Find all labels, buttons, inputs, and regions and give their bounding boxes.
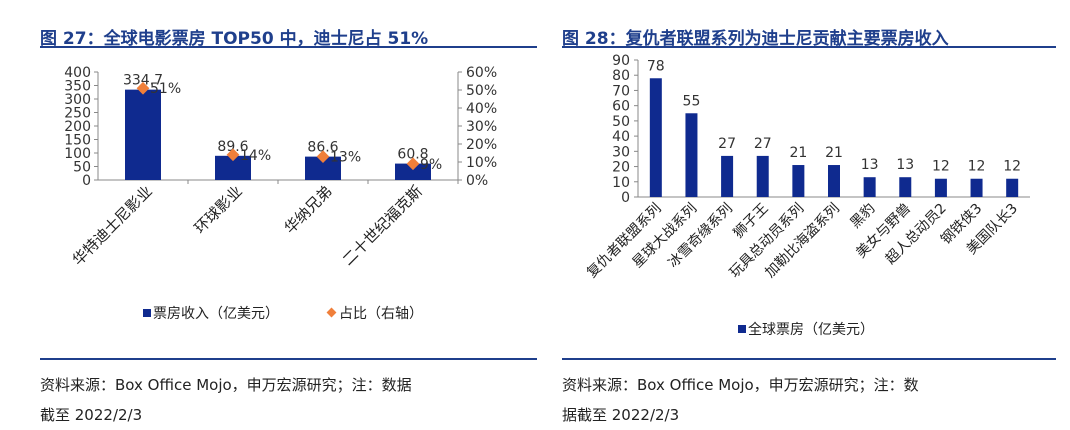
title-rule [40,46,537,48]
y-tick-label: 50 [612,114,630,130]
category-label: 黑豹 [847,201,878,232]
y-tick-label: 20 [612,160,630,176]
bar-value-label: 60.8 [397,147,428,163]
y2-tick-label: 10% [466,155,497,171]
bar [934,178,947,197]
share-label: 13% [330,150,361,166]
legend-point-label: 占比（右轴） [339,306,423,322]
source-line: 截至 2022/2/3 [40,406,143,424]
category-label: 环球影业 [191,182,246,237]
figure-27-panel: 图 27：全球电影票房 TOP50 中，迪士尼占 51% 0 50 100 150 20… [40,0,537,429]
bar-value-label: 27 [754,136,772,152]
bar [899,177,912,197]
bar [685,113,698,197]
bar [970,178,983,197]
figure-28-title: 图 28：复仇者联盟系列为迪士尼贡献主要票房收入 [562,29,949,49]
y-tick-label: 60 [612,99,630,115]
bar-value-label: 13 [861,157,879,173]
y-tick-label: 0 [621,190,630,206]
y2-tick-label: 0% [466,173,488,189]
y-tick-label: 80 [612,68,630,84]
title-rule [562,46,1056,48]
bar [649,78,662,197]
y-tick-label: 300 [64,92,91,108]
source-line: 资料来源：Box Office Mojo，申万宏源研究；注：数据 [40,376,412,394]
y-tick-label: 100 [64,146,91,162]
y2-tick-label: 50% [466,83,497,99]
bar [828,165,840,197]
bar-value-label: 13 [896,157,914,173]
y-tick-label: 200 [64,119,91,135]
bar [125,89,161,180]
y-tick-label: 150 [64,133,91,149]
legend-point-swatch [326,307,337,318]
legend-bar-label: 票房收入（亿美元） [153,306,279,322]
bar-value-label: 78 [647,58,665,74]
y2-tick-label: 30% [466,119,497,135]
category-label: 二十世纪福克斯 [339,182,426,269]
y-tick-label: 250 [64,106,91,122]
figure-28-source: 资料来源：Box Office Mojo，申万宏源研究；注：数 据截至 2022… [562,370,919,430]
bar-value-label: 86.6 [307,140,338,156]
y2-tick-label: 20% [466,137,497,153]
y2-tick-label: 40% [466,101,497,117]
source-rule [562,358,1056,360]
y-tick-label: 0 [82,173,91,189]
bar-value-label: 12 [932,159,950,175]
legend-bar-swatch [738,325,746,333]
bar-value-label: 334.7 [123,73,163,89]
bar [756,155,769,197]
y-tick-label: 30 [612,144,630,160]
share-label: 9% [420,157,442,173]
y-tick-label: 90 [612,53,630,69]
bar [721,155,734,197]
share-label: 51% [150,81,181,97]
bar [1006,178,1019,197]
bar-value-label: 21 [825,145,843,161]
source-rule [40,358,537,360]
bar [395,163,431,180]
figure-27-source: 资料来源：Box Office Mojo，申万宏源研究；注：数据 截至 2022… [40,370,412,430]
y-tick-label: 10 [612,175,630,191]
bar-value-label: 27 [718,136,736,152]
y-tick-label: 70 [612,83,630,99]
share-point [226,148,240,162]
category-label: 华特迪士尼影业 [69,182,156,269]
share-point [406,157,420,171]
y-tick-label: 40 [612,129,630,145]
y-tick-label: 350 [64,79,91,95]
bar-value-label: 89.6 [217,139,248,155]
bar [305,156,341,180]
bar [792,165,805,197]
share-point [316,150,330,163]
figure-28-panel: 图 28：复仇者联盟系列为迪士尼贡献主要票房收入 0 10 20 30 40 50 60 70… [562,0,1056,429]
y-tick-label: 400 [64,65,91,81]
share-point [136,81,150,95]
legend-bar-label: 全球票房（亿美元） [748,321,874,338]
y2-tick-label: 60% [466,65,497,81]
figure-27-title: 图 27：全球电影票房 TOP50 中，迪士尼占 51% [40,29,429,49]
bar-value-label: 12 [1003,159,1021,175]
share-label: 14% [240,148,271,164]
bar-value-label: 55 [683,93,701,109]
legend-bar-swatch [143,309,151,317]
bar-value-label: 12 [968,159,986,175]
bar [863,177,876,197]
category-label: 华纳兄弟 [281,182,336,237]
source-line: 据截至 2022/2/3 [562,406,680,424]
source-line: 资料来源：Box Office Mojo，申万宏源研究；注：数 [562,376,919,394]
y-tick-label: 50 [73,160,91,176]
bar-value-label: 21 [789,145,807,161]
